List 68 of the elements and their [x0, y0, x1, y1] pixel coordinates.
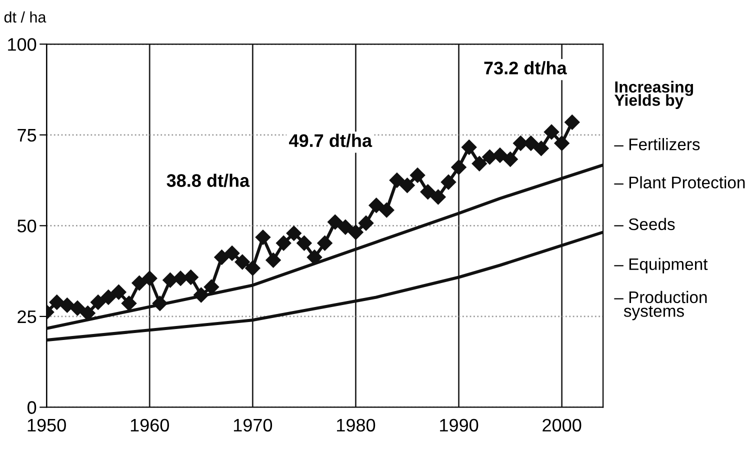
point: [451, 160, 466, 175]
point: [564, 114, 580, 130]
point: [172, 270, 188, 286]
point: [49, 294, 64, 310]
y-tick-label: 75: [18, 129, 36, 142]
point: [338, 220, 353, 235]
line-series: [46, 230, 604, 342]
point: [224, 246, 240, 261]
x-tick-label: 2000: [542, 418, 582, 432]
text: – Fertilizers: [614, 138, 700, 150]
y-tick-label: 0: [28, 401, 36, 414]
point: [70, 300, 86, 316]
point: [379, 202, 394, 218]
point: [111, 284, 126, 300]
x-tick-label: 1970: [234, 418, 272, 432]
point: [121, 296, 137, 311]
point: [348, 224, 364, 240]
point: [306, 250, 322, 265]
point: [204, 279, 220, 295]
point: [132, 275, 147, 291]
point: [60, 298, 75, 313]
x-tick-label: 1950: [28, 418, 66, 432]
x-tick-label: 1980: [337, 418, 376, 432]
point: [368, 198, 384, 213]
point: [100, 290, 116, 305]
text: – Seeds: [614, 218, 675, 230]
point: [502, 152, 518, 167]
point: [90, 294, 106, 310]
x-tick-label: 1960: [130, 418, 169, 432]
point: [276, 236, 292, 251]
annotation: 38.8 dt/ha: [166, 174, 250, 188]
point: [462, 140, 477, 155]
text: – Plant Protection: [614, 176, 745, 188]
annotation: 73.2 dt/ha: [484, 61, 567, 75]
point: [328, 214, 343, 230]
point: [245, 260, 260, 276]
point: [554, 136, 570, 151]
point: [286, 226, 302, 241]
y-tick-label: 25: [18, 310, 36, 324]
point: [358, 216, 374, 231]
point: [534, 140, 549, 156]
point: [142, 270, 158, 286]
point: [317, 236, 332, 251]
text: – Equipment: [614, 258, 708, 274]
point: [410, 168, 426, 183]
point: [234, 254, 250, 270]
y-tick-label: 50: [17, 220, 36, 232]
point: [544, 124, 560, 140]
text: – Production systems: [614, 290, 707, 320]
point: [482, 149, 498, 165]
point: [492, 148, 508, 163]
y-axis-title: dt / ha: [4, 11, 46, 23]
point: [80, 306, 96, 321]
point: [183, 270, 198, 285]
x-tick-label: 1990: [440, 418, 478, 432]
point: [296, 236, 312, 251]
point: [430, 189, 446, 205]
annotation: 49.7 dt/ha: [289, 134, 372, 148]
point: [400, 178, 415, 193]
point: [255, 230, 271, 245]
point: [389, 172, 405, 188]
text: Increasing Yields by: [614, 80, 694, 110]
point: [266, 252, 281, 268]
point: [214, 250, 230, 265]
y-tick-label: 100: [8, 38, 36, 51]
point: [440, 174, 456, 190]
point: [472, 156, 487, 172]
point: [420, 184, 436, 200]
